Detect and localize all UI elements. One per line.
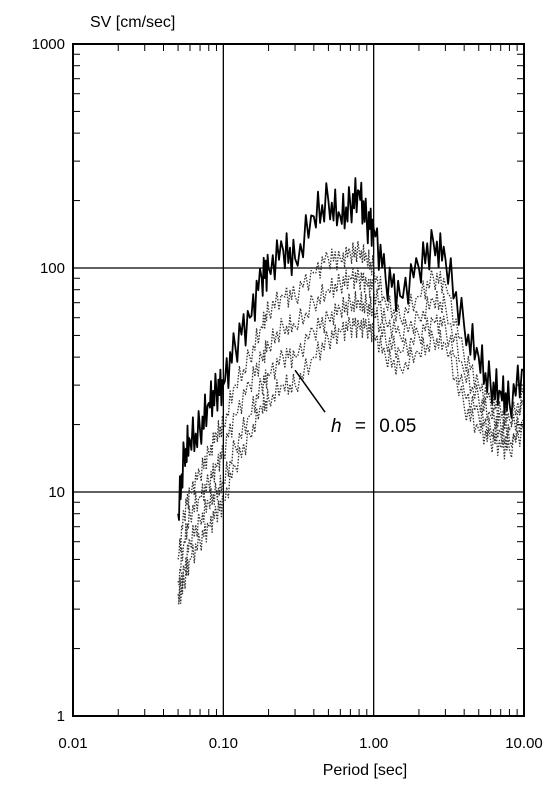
y-axis-title: SV [cm/sec] <box>90 14 175 31</box>
y-tick-label: 1 <box>57 708 65 725</box>
annotation-value: 0.05 <box>379 416 416 437</box>
x-tick-label: 0.10 <box>209 735 238 752</box>
x-tick-label: 1.00 <box>359 735 388 752</box>
annotation-equals: = <box>355 416 366 437</box>
y-tick-label: 10 <box>48 484 65 501</box>
plot-frame <box>72 43 525 717</box>
annotation-variable: h <box>331 416 342 437</box>
tick-labels: 0.01 0.10 1.00 10.00 1 10 100 1000 <box>32 36 543 752</box>
grid-lines <box>73 44 524 716</box>
spectrum-curve-dotted <box>177 267 525 586</box>
spectrum-curve-solid <box>177 177 525 521</box>
y-tick-label: 100 <box>40 260 65 277</box>
axis-ticks <box>73 44 524 716</box>
x-tick-label: 0.01 <box>58 735 87 752</box>
spectrum-curve-dotted <box>177 291 525 603</box>
annotation-label: h = 0.05 <box>331 416 416 437</box>
annotation-leader-line <box>294 369 326 413</box>
y-tick-label: 1000 <box>32 36 65 53</box>
x-tick-label: 10.00 <box>505 735 543 752</box>
spectrum-curve-dotted <box>177 316 525 605</box>
spectrum-curves <box>177 177 525 605</box>
x-axis-title: Period [sec] <box>323 762 407 779</box>
spectrum-curve-dotted <box>177 240 525 560</box>
